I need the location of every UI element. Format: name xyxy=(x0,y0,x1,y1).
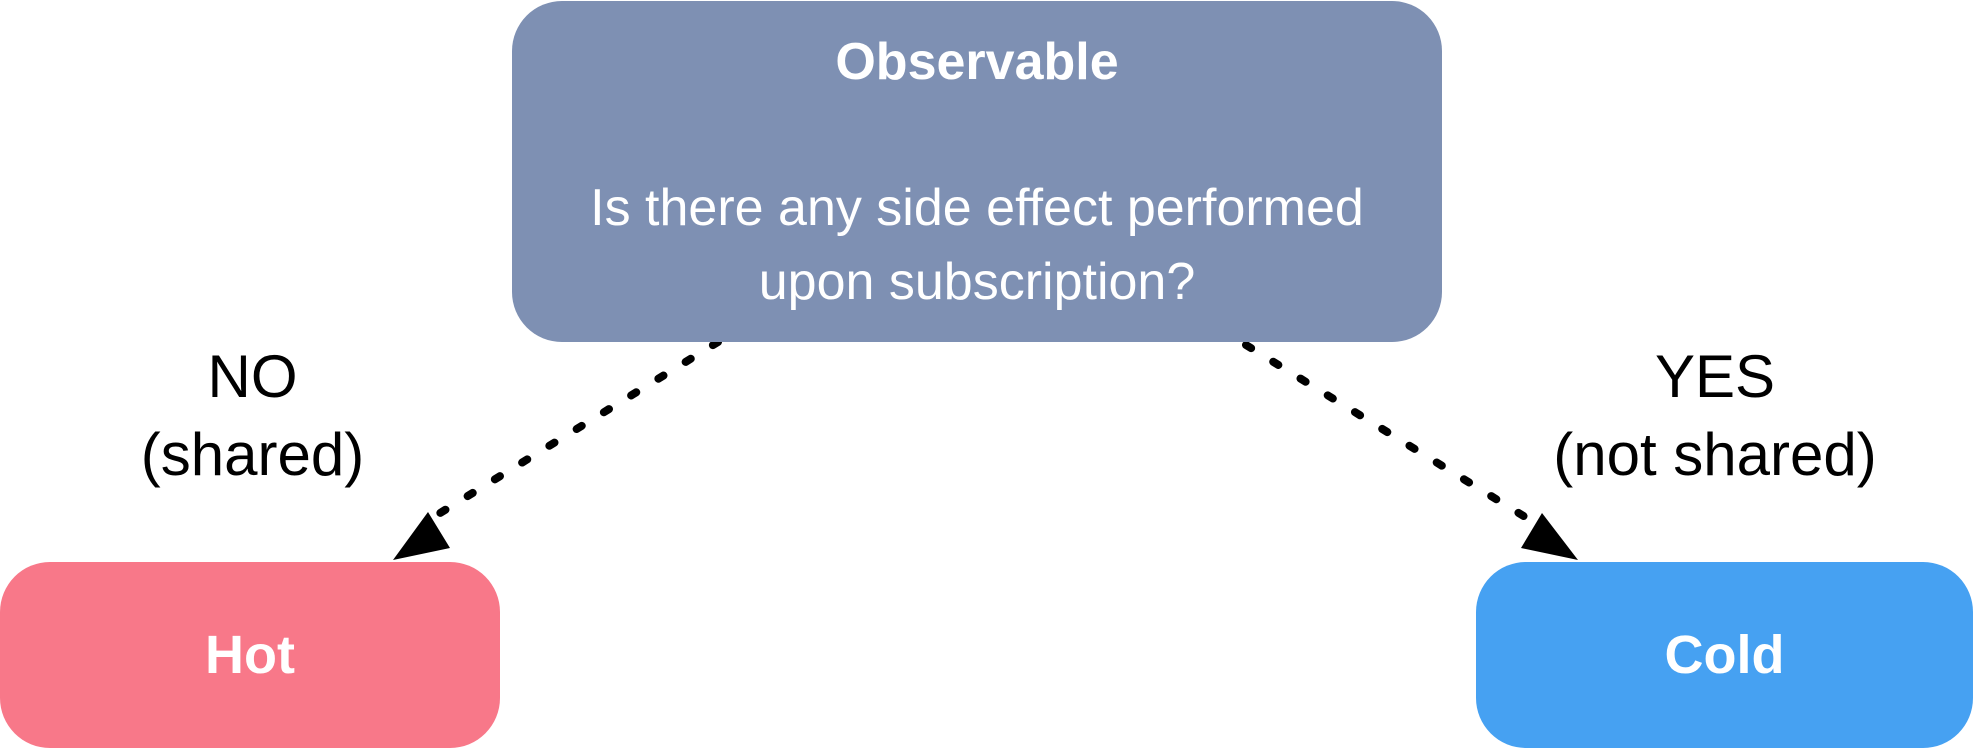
node-observable-question-line2: upon subscription? xyxy=(758,253,1196,311)
edge-label-no-line1: NO xyxy=(207,343,298,410)
node-observable-question: Is there any side effect performed upon … xyxy=(532,171,1422,319)
edge-label-yes-line2: (not shared) xyxy=(1553,421,1877,488)
node-cold-label: Cold xyxy=(1664,625,1785,685)
edge-no-arrowhead xyxy=(393,512,450,560)
node-hot-label: Hot xyxy=(205,625,295,685)
edge-label-yes: YES (not shared) xyxy=(1515,338,1915,494)
edge-no-line xyxy=(428,338,722,522)
node-cold: Cold xyxy=(1476,562,1973,748)
node-observable-question-line1: Is there any side effect performed xyxy=(590,179,1364,237)
node-observable-title: Observable xyxy=(835,33,1119,91)
node-hot: Hot xyxy=(0,562,500,748)
edge-yes-line xyxy=(1242,341,1534,524)
edge-observable-to-cold xyxy=(1242,341,1578,560)
node-observable: Observable Is there any side effect perf… xyxy=(512,1,1442,342)
edge-label-yes-line1: YES xyxy=(1654,343,1776,410)
edge-observable-to-hot xyxy=(393,338,722,560)
edge-label-no: NO (shared) xyxy=(100,338,405,494)
edge-yes-arrowhead xyxy=(1521,513,1578,560)
edge-label-no-line2: (shared) xyxy=(140,421,365,488)
